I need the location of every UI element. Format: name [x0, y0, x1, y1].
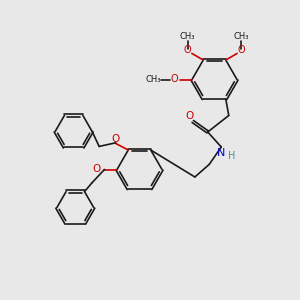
Text: H: H	[228, 151, 235, 160]
Text: O: O	[93, 164, 101, 175]
Text: CH₃: CH₃	[146, 75, 161, 84]
Text: O: O	[238, 45, 245, 55]
Text: CH₃: CH₃	[234, 32, 249, 41]
Text: O: O	[171, 74, 178, 85]
Text: O: O	[111, 134, 119, 144]
Text: O: O	[184, 45, 191, 55]
Text: N: N	[217, 148, 225, 158]
Text: CH₃: CH₃	[180, 32, 195, 41]
Text: O: O	[185, 111, 193, 121]
